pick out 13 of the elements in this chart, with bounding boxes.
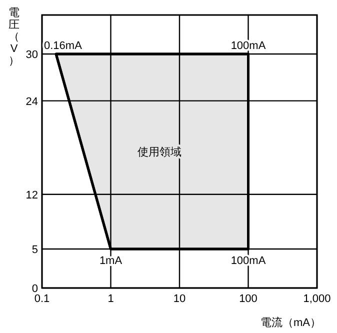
x-tick-label: 10 [173, 293, 186, 305]
y-tick-label: 12 [26, 189, 38, 202]
y-tick-label: 30 [26, 49, 38, 61]
x-tick-label: 100 [239, 293, 258, 305]
y-tick-label: 0 [32, 283, 38, 295]
y-tick-label: 24 [26, 96, 38, 108]
x-tick-label: 1 [108, 293, 114, 305]
x-axis-title: 電流（mA） [260, 316, 321, 329]
y-tick-label: 5 [32, 244, 38, 256]
x-tick-label: 0.1 [34, 293, 50, 305]
annotation: 0.16mA [44, 40, 83, 52]
x-tick-label: 1,000 [303, 293, 331, 305]
y-axis-title: 電圧（V） [8, 7, 20, 67]
